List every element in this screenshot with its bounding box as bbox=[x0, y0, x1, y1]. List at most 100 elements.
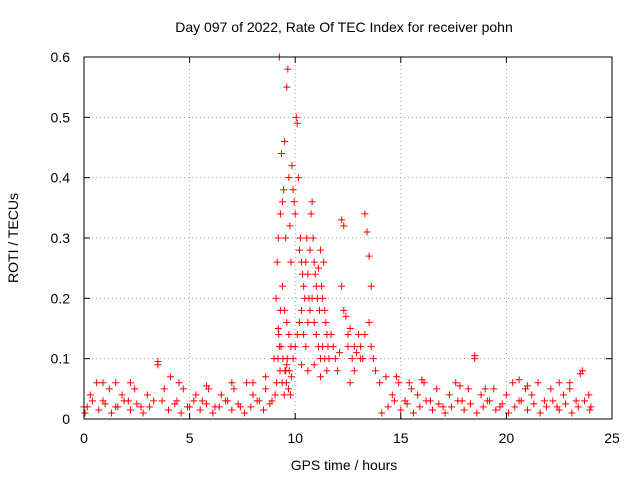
data-point bbox=[293, 119, 301, 127]
data-point bbox=[275, 331, 283, 339]
data-point bbox=[310, 361, 318, 369]
data-point bbox=[281, 306, 289, 314]
data-point bbox=[276, 210, 284, 218]
data-point bbox=[555, 406, 563, 414]
data-point bbox=[139, 409, 147, 417]
data-point bbox=[283, 83, 291, 91]
data-point bbox=[300, 331, 308, 339]
data-point bbox=[285, 367, 293, 375]
data-point bbox=[266, 400, 274, 408]
data-point bbox=[342, 312, 350, 320]
data-point bbox=[294, 174, 302, 182]
data-point bbox=[361, 331, 369, 339]
data-point bbox=[310, 258, 318, 266]
data-point bbox=[196, 406, 204, 414]
data-point bbox=[568, 409, 576, 417]
data-point bbox=[505, 409, 513, 417]
data-point bbox=[403, 400, 411, 408]
plot-area bbox=[80, 53, 595, 417]
data-point bbox=[336, 349, 344, 357]
data-point bbox=[287, 391, 295, 399]
data-point bbox=[112, 379, 120, 387]
data-point bbox=[562, 400, 570, 408]
data-point bbox=[549, 397, 557, 405]
data-point bbox=[376, 379, 384, 387]
data-point bbox=[321, 306, 329, 314]
data-point bbox=[481, 385, 489, 393]
data-point bbox=[574, 403, 582, 411]
data-point bbox=[502, 391, 510, 399]
data-point bbox=[414, 391, 422, 399]
data-point bbox=[222, 397, 230, 405]
data-point bbox=[477, 391, 485, 399]
data-point bbox=[274, 234, 282, 242]
data-point bbox=[566, 379, 574, 387]
data-point bbox=[321, 355, 329, 363]
data-point bbox=[295, 318, 303, 326]
data-point bbox=[105, 385, 113, 393]
data-point bbox=[340, 306, 348, 314]
data-point bbox=[309, 234, 317, 242]
data-point bbox=[131, 385, 139, 393]
data-point bbox=[217, 391, 225, 399]
data-point bbox=[559, 391, 567, 399]
y-tick-label: 0.3 bbox=[51, 230, 71, 246]
data-point bbox=[93, 379, 101, 387]
data-point bbox=[322, 318, 330, 326]
data-point bbox=[126, 379, 134, 387]
data-point bbox=[290, 198, 298, 206]
data-point bbox=[433, 385, 441, 393]
data-point bbox=[83, 403, 91, 411]
data-point bbox=[327, 331, 335, 339]
data-point bbox=[492, 406, 500, 414]
data-point bbox=[409, 409, 417, 417]
data-point bbox=[306, 246, 314, 254]
data-point bbox=[306, 306, 314, 314]
data-point bbox=[317, 246, 325, 254]
data-point bbox=[283, 355, 291, 363]
data-point bbox=[304, 270, 312, 278]
y-tick-label: 0.4 bbox=[51, 170, 71, 186]
data-point bbox=[393, 373, 401, 381]
data-point bbox=[395, 379, 403, 387]
data-point bbox=[466, 400, 474, 408]
data-point bbox=[143, 391, 151, 399]
data-point bbox=[447, 403, 455, 411]
data-point bbox=[530, 400, 538, 408]
data-point bbox=[230, 385, 238, 393]
data-point bbox=[566, 385, 574, 393]
data-point bbox=[158, 397, 166, 405]
data-point bbox=[249, 379, 257, 387]
data-point bbox=[357, 343, 365, 351]
data-point bbox=[576, 370, 584, 378]
data-point bbox=[555, 379, 563, 387]
data-point bbox=[307, 210, 315, 218]
data-point bbox=[524, 406, 532, 414]
data-point bbox=[384, 403, 392, 411]
data-point bbox=[361, 210, 369, 218]
data-point bbox=[357, 355, 365, 363]
data-point bbox=[418, 376, 426, 384]
data-point bbox=[473, 409, 481, 417]
y-axis-label: ROTI / TECUs bbox=[5, 193, 21, 283]
data-point bbox=[490, 385, 498, 393]
data-point bbox=[228, 406, 236, 414]
data-point bbox=[486, 397, 494, 405]
data-point bbox=[282, 234, 290, 242]
data-point bbox=[150, 397, 158, 405]
data-point bbox=[367, 343, 375, 351]
x-tick-label: 20 bbox=[499, 430, 515, 446]
data-point bbox=[241, 409, 249, 417]
data-point bbox=[331, 355, 339, 363]
data-point bbox=[282, 379, 290, 387]
data-point bbox=[340, 222, 348, 230]
y-tick-label: 0.1 bbox=[51, 351, 71, 367]
data-point bbox=[154, 361, 162, 369]
data-point bbox=[460, 406, 468, 414]
data-point bbox=[416, 403, 424, 411]
data-point bbox=[247, 403, 255, 411]
data-point bbox=[295, 246, 303, 254]
data-point bbox=[308, 198, 316, 206]
data-point bbox=[177, 409, 185, 417]
data-point bbox=[183, 403, 191, 411]
